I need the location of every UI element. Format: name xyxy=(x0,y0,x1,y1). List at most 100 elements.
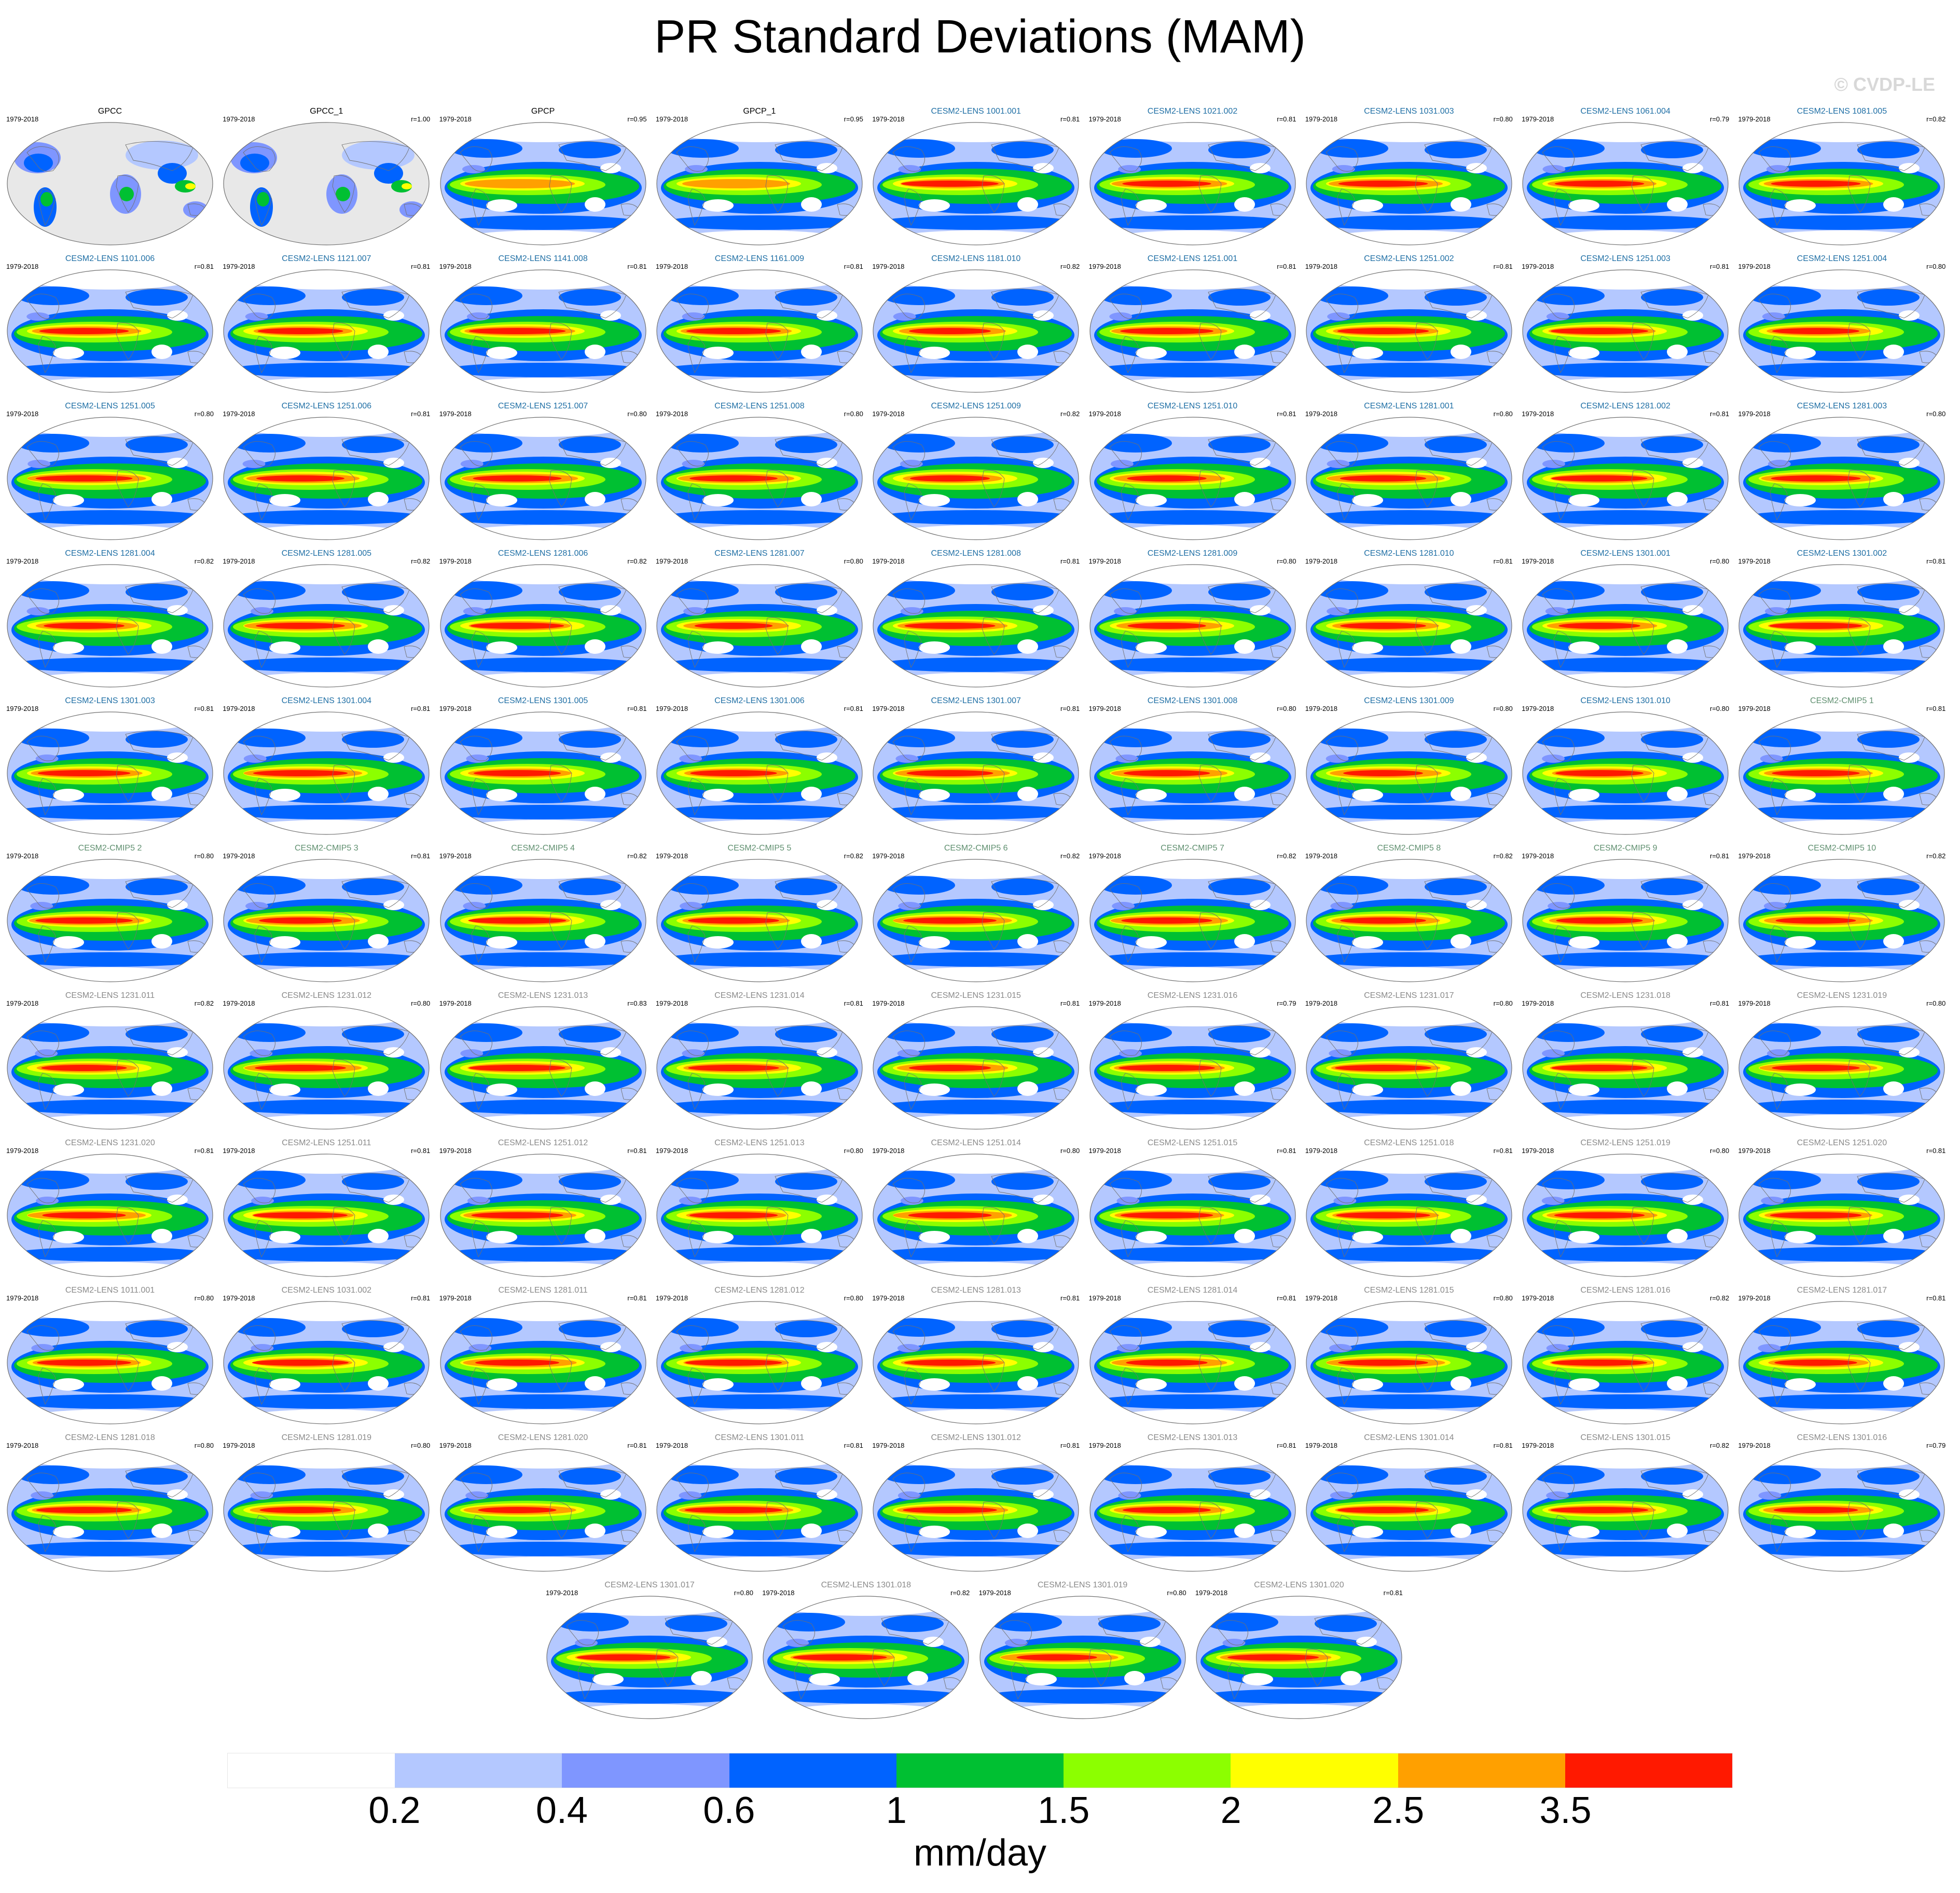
map-outline xyxy=(223,1448,430,1572)
arctic-low-variance xyxy=(1306,859,1512,879)
coastline xyxy=(1770,1367,1788,1405)
arctic-low-variance xyxy=(873,122,1079,142)
subtropical-east-pacific xyxy=(31,1344,54,1352)
map-panel: CESM2-LENS 1011.001 1979-2018 r=0.80 xyxy=(2,1283,218,1430)
coastline xyxy=(687,778,706,816)
north-pacific-storm-track xyxy=(666,729,739,747)
north-pacific-storm-track xyxy=(1099,729,1172,747)
panel-correlation: r=0.82 xyxy=(194,999,214,1007)
southern-storm-track xyxy=(1527,1247,1724,1261)
arctic-low-variance xyxy=(1089,1301,1295,1321)
sahara-dry-zone xyxy=(1682,605,1704,615)
itcz-red xyxy=(1775,917,1856,924)
coastline xyxy=(1305,1649,1328,1686)
panel-title: CESM2-CMIP5 8 xyxy=(1377,844,1441,853)
map-panel: CESM2-LENS 1281.020 1979-2018 r=0.81 xyxy=(435,1430,651,1578)
antarctic-low-variance xyxy=(1739,1557,1945,1571)
panel-correlation: r=0.81 xyxy=(844,705,863,712)
panel-period: 1979-2018 xyxy=(1522,999,1554,1007)
itcz-red xyxy=(1551,1065,1648,1071)
world-map xyxy=(546,1596,753,1719)
coastline xyxy=(1424,141,1493,171)
sahara-dry-zone xyxy=(816,1342,837,1352)
panel-correlation: r=0.81 xyxy=(411,263,431,270)
coastline xyxy=(904,188,922,226)
panel-title: CESM2-LENS 1301.017 xyxy=(604,1581,695,1589)
south-atlantic-dry-zone xyxy=(1450,1376,1471,1391)
map-outline xyxy=(656,1301,863,1424)
southeast-pacific-dry-zone xyxy=(269,494,301,506)
coastline xyxy=(1424,1467,1493,1498)
panel-period: 1979-2018 xyxy=(872,852,905,860)
antarctic-low-variance xyxy=(1306,1409,1512,1424)
southern-storm-track xyxy=(660,363,858,377)
map-panel: CESM2-LENS 1281.013 1979-2018 r=0.81 xyxy=(868,1283,1084,1430)
arctic-low-variance xyxy=(224,1449,430,1469)
north-pacific-storm-track xyxy=(1315,1318,1388,1337)
coastline xyxy=(38,1367,56,1405)
coastline xyxy=(765,322,789,360)
subtropical-east-pacific xyxy=(251,1197,274,1205)
panel-correlation: r=0.81 xyxy=(411,1147,431,1155)
coastline xyxy=(1857,1467,1925,1498)
map-panel: CESM2-LENS 1281.004 1979-2018 r=0.82 xyxy=(2,546,218,693)
colorbar-tick-label: 1.5 xyxy=(1038,1790,1090,1831)
coastline xyxy=(892,1178,925,1203)
world-map xyxy=(656,269,863,393)
subtropical-east-pacific xyxy=(1109,312,1132,321)
antarctic-low-variance xyxy=(656,820,862,834)
north-atlantic-storm-track xyxy=(342,1026,405,1042)
southeast-pacific-dry-zone xyxy=(1351,347,1383,359)
map-panel: CESM2-LENS 1031.003 1979-2018 r=0.80 xyxy=(1301,104,1517,251)
panel-title: CESM2-LENS 1251.014 xyxy=(931,1138,1021,1147)
north-atlantic-storm-track xyxy=(775,1026,837,1042)
coastline xyxy=(243,441,276,467)
southeast-pacific-dry-zone xyxy=(919,789,950,801)
sahara-dry-zone xyxy=(383,458,405,468)
arctic-low-variance xyxy=(1523,1007,1729,1026)
coastline xyxy=(1857,1320,1925,1350)
world-map xyxy=(7,1301,213,1424)
itcz-red xyxy=(909,328,991,334)
southeast-pacific-dry-zone xyxy=(1785,1526,1816,1538)
panel-title: CESM2-LENS 1251.010 xyxy=(1147,402,1238,410)
subtropical-east-pacific xyxy=(1329,1344,1352,1352)
itcz-red xyxy=(576,1654,671,1661)
coastline xyxy=(341,289,410,319)
sahara-dry-zone xyxy=(1466,310,1487,321)
subtropical-east-pacific xyxy=(250,1491,273,1500)
antarctic-low-variance xyxy=(440,967,646,982)
sahara-dry-zone xyxy=(600,1195,621,1205)
panel-title: CESM2-LENS 1231.012 xyxy=(281,991,372,1000)
world-map xyxy=(1306,564,1512,688)
panel-title: CESM2-LENS 1281.014 xyxy=(1147,1286,1238,1295)
itcz-red xyxy=(904,1360,996,1366)
sahara-dry-zone xyxy=(167,1047,188,1058)
coastline xyxy=(904,925,922,963)
coastline xyxy=(765,175,789,213)
panel-correlation: r=0.80 xyxy=(1493,115,1513,123)
subtropical-east-pacific xyxy=(1222,1639,1246,1647)
panel-period: 1979-2018 xyxy=(872,263,905,270)
north-pacific-storm-track xyxy=(989,1613,1062,1631)
north-pacific-storm-track xyxy=(882,1318,956,1337)
panel-period: 1979-2018 xyxy=(439,705,472,712)
antarctic-low-variance xyxy=(873,1557,1079,1571)
panel-correlation: r=0.81 xyxy=(411,1294,431,1302)
panel-title: CESM2-LENS 1081.005 xyxy=(1797,107,1887,116)
antarctic-low-variance xyxy=(1739,525,1945,540)
north-atlantic-storm-track xyxy=(881,1615,944,1632)
colorbar-tick-label: 0.4 xyxy=(535,1790,588,1831)
southern-storm-track xyxy=(1743,1394,1941,1409)
north-atlantic-storm-track xyxy=(991,731,1054,748)
coastline xyxy=(1640,1025,1709,1055)
panel-period: 1979-2018 xyxy=(6,852,39,860)
panel-title: CESM2-LENS 1231.016 xyxy=(1147,991,1238,1000)
north-pacific-storm-track xyxy=(1099,876,1172,895)
southeast-pacific-dry-zone xyxy=(486,1526,517,1538)
southern-storm-track xyxy=(228,657,425,672)
sahara-dry-zone xyxy=(1899,605,1920,615)
panel-period: 1979-2018 xyxy=(439,410,472,418)
subtropical-east-pacific xyxy=(244,755,267,763)
southeast-pacific-dry-zone xyxy=(1785,347,1816,359)
